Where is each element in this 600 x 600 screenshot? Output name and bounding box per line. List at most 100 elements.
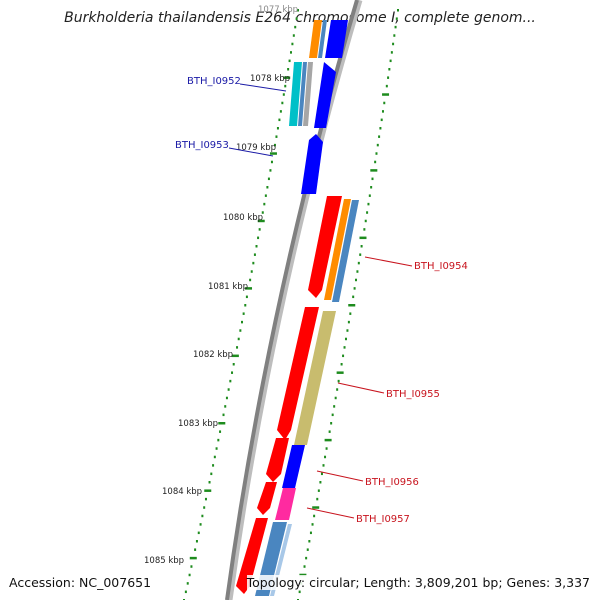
minor-tick [390, 51, 393, 54]
map-title: Burkholderia thailandensis E264 chromoso… [64, 10, 536, 26]
minor-tick [357, 261, 360, 265]
major-tick [231, 354, 239, 358]
minor-tick [278, 118, 281, 122]
minor-tick [227, 388, 230, 391]
gene-label-bth-i0956[interactable]: BTH_I0956 [365, 477, 419, 488]
minor-tick [194, 548, 197, 551]
major-tick [218, 422, 226, 425]
kbp-label-1077: 1077 kbp [258, 5, 298, 15]
major-tick [269, 152, 277, 155]
major-tick [348, 304, 356, 307]
minor-tick [360, 245, 363, 248]
minor-tick [264, 194, 267, 197]
minor-tick [380, 118, 383, 122]
feature-red-0955 [277, 307, 319, 440]
minor-tick [370, 186, 373, 189]
minor-tick [257, 236, 260, 240]
gene-label-bth-i0957[interactable]: BTH_I0957 [356, 514, 410, 525]
minor-tick [324, 455, 327, 459]
minor-tick [383, 101, 386, 105]
kbp-label-1080: 1080 kbp [223, 213, 263, 223]
minor-tick [353, 287, 356, 290]
minor-tick [316, 497, 319, 501]
major-tick [204, 489, 212, 492]
feature-red-0957 [257, 482, 277, 515]
minor-tick [224, 405, 227, 408]
minor-tick [388, 68, 391, 71]
minor-tick [190, 565, 193, 568]
minor-tick [364, 219, 367, 223]
minor-tick [229, 379, 232, 383]
minor-tick [215, 447, 218, 450]
minor-tick [337, 379, 340, 383]
feature-steelblue-top [318, 20, 327, 58]
minor-tick [270, 160, 273, 164]
minor-tick [289, 51, 292, 54]
major-tick [312, 506, 320, 509]
minor-tick [317, 489, 320, 492]
minor-tick [212, 464, 215, 467]
minor-tick [237, 337, 240, 341]
major-tick [382, 93, 390, 96]
minor-tick [282, 93, 285, 96]
major-tick [370, 169, 378, 172]
minor-tick [328, 430, 331, 433]
major-tick [189, 556, 197, 560]
kbp-label-1082: 1082 kbp [193, 350, 233, 360]
minor-tick [343, 346, 346, 349]
major-tick [257, 219, 265, 223]
kbp-label-1085: 1085 kbp [144, 556, 184, 566]
feature-steelblue-0954 [332, 200, 359, 302]
kbp-label-1078: 1078 kbp [250, 74, 290, 84]
gene-label-bth-i0953[interactable]: BTH_I0953 [175, 140, 229, 151]
minor-tick [239, 329, 242, 332]
gene-label-bth-i0952[interactable]: BTH_I0952 [187, 76, 241, 87]
feature-magenta-0957 [275, 488, 296, 520]
kbp-label-1079: 1079 kbp [236, 143, 276, 153]
kbp-scale: 1077 kbp 1078 kbp 1079 kbp 1080 kbp 1081… [144, 5, 298, 566]
minor-tick [213, 455, 216, 459]
major-tick [336, 371, 344, 374]
minor-tick [253, 253, 256, 256]
minor-tick [199, 523, 202, 526]
minor-tick [250, 270, 253, 273]
minor-tick [342, 354, 345, 358]
feature-red-bottom [236, 518, 268, 594]
minor-tick [359, 253, 362, 256]
minor-tick [381, 110, 384, 113]
minor-tick [320, 472, 323, 476]
minor-tick [375, 152, 378, 155]
minor-tick [225, 396, 228, 400]
minor-tick [379, 127, 382, 130]
minor-tick [275, 135, 278, 138]
minor-tick [217, 438, 220, 442]
minor-tick [242, 312, 245, 315]
minor-tick [313, 514, 316, 518]
minor-tick [322, 464, 325, 467]
minor-tick [203, 506, 206, 509]
minor-tick [284, 84, 287, 88]
major-tick [359, 236, 367, 240]
minor-tick [389, 59, 392, 63]
minor-tick [236, 346, 239, 349]
minor-tick [294, 25, 297, 29]
minor-tick [195, 540, 198, 543]
gene-label-bth-i0954[interactable]: BTH_I0954 [414, 261, 468, 272]
minor-tick [298, 590, 301, 594]
minor-tick [385, 84, 388, 88]
minor-tick [376, 143, 379, 147]
minor-tick [292, 34, 295, 37]
minor-tick [352, 295, 355, 299]
minor-tick [219, 430, 222, 433]
minor-tick [368, 194, 371, 197]
minor-tick [371, 177, 374, 181]
minor-tick [288, 59, 291, 63]
minor-tick [267, 177, 270, 181]
minor-tick [197, 531, 200, 535]
minor-tick [188, 573, 191, 577]
feature-blue-0952 [314, 62, 336, 128]
feature-blue-0956 [282, 445, 305, 488]
feature-red-0956 [266, 438, 289, 482]
topology-text: Topology: circular; Length: 3,809,201 bp… [246, 575, 590, 590]
gene-label-bth-i0955[interactable]: BTH_I0955 [386, 389, 440, 400]
